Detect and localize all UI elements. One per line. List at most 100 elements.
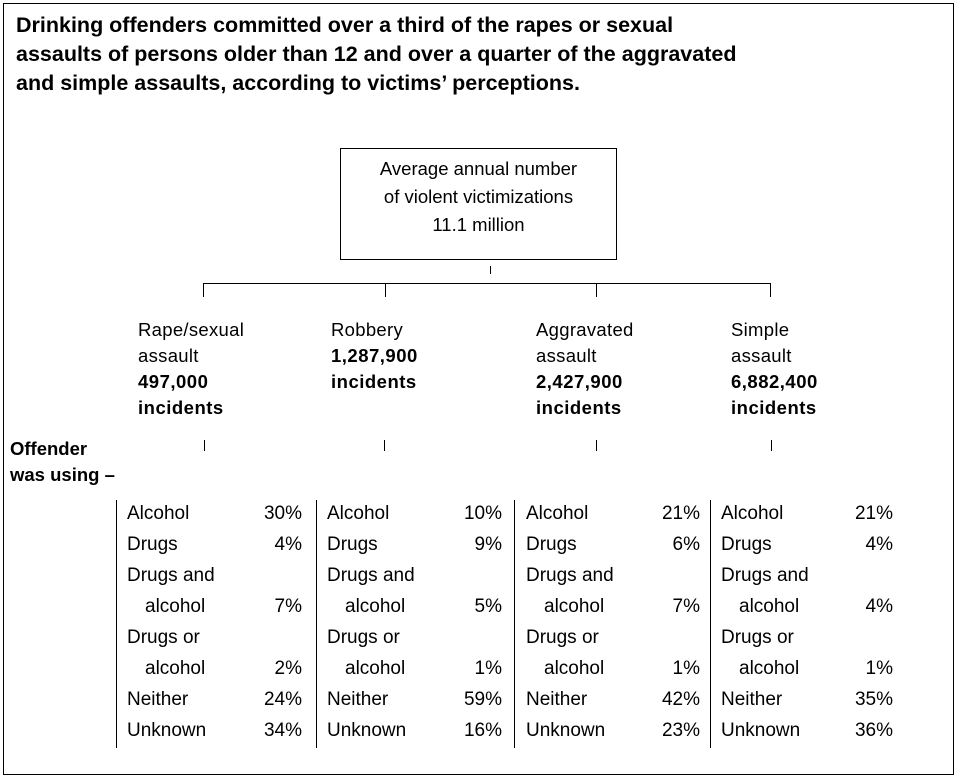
breakdown-label: alcohol [544,596,605,617]
breakdown-label: Alcohol [327,503,390,524]
offender-label-line: Offender [10,438,88,459]
breakdown-value: 21% [854,503,893,524]
offender-label-line: was using – [10,464,115,485]
breakdown-value: 35% [854,689,893,710]
category-count: 1,287,900 [331,345,418,366]
breakdown-label: Drugs or [327,627,400,648]
breakdown-label: alcohol [544,658,605,679]
category-simple-assault: Simple assault 6,882,400 incidents [731,317,818,421]
total-victimizations-box: Average annual number of violent victimi… [340,148,617,260]
breakdown-label: alcohol [345,596,406,617]
breakdown-label: Drugs and [721,565,809,586]
breakdown-label: Unknown [127,720,207,741]
column-separator [710,500,711,748]
breakdown-label: Unknown [526,720,606,741]
category-robbery: Robbery 1,287,900 incidents [331,317,418,395]
total-box-value: 11.1 million [432,214,525,235]
category-unit: incidents [331,371,417,392]
breakdown-label: Alcohol [127,503,190,524]
breakdown-label: alcohol [145,658,206,679]
breakdown-label: Drugs [327,534,378,555]
category-label: Robbery [331,319,404,340]
total-box-line: Average annual number [379,158,578,179]
breakdown-value: 24% [263,689,302,710]
category-count: 497,000 [138,371,209,392]
breakdown-label: Drugs or [526,627,599,648]
breakdown-value: 16% [463,720,502,741]
breakdown-value: 10% [463,503,502,524]
breakdown-label: Drugs or [127,627,200,648]
breakdown-value: 1% [474,658,502,679]
connector-tick [596,440,597,451]
connector-tick [203,283,204,297]
breakdown-value: 34% [263,720,302,741]
breakdown-label: Drugs and [127,565,215,586]
breakdown-label: Drugs or [721,627,794,648]
title-line: assaults of persons older than 12 and ov… [16,42,737,66]
category-label: assault [731,345,792,366]
breakdown-label: Alcohol [526,503,589,524]
connector-tick [770,283,771,297]
breakdown-value: 30% [263,503,302,524]
category-unit: incidents [731,397,817,418]
breakdown-value: 4% [865,534,893,555]
breakdown-label: Alcohol [721,503,784,524]
breakdown-value: 1% [672,658,700,679]
connector-tick [204,440,205,451]
breakdown-label: Drugs and [327,565,415,586]
breakdown-value: 59% [463,689,502,710]
breakdown-label: Drugs [127,534,178,555]
connector-tick [385,283,386,297]
connector-tick [384,440,385,451]
breakdown-value: 1% [865,658,893,679]
category-label: Rape/sexual [138,319,245,340]
category-count: 2,427,900 [536,371,623,392]
breakdown-label: alcohol [145,596,206,617]
column-separator [514,500,515,748]
breakdown-value: 23% [661,720,700,741]
column-separator [116,500,117,748]
breakdown-value: 4% [274,534,302,555]
breakdown-value: 42% [661,689,700,710]
breakdown-label: Drugs [526,534,577,555]
breakdown-value: 4% [865,596,893,617]
category-rape-sexual-assault: Rape/sexual assault 497,000 incidents [138,317,244,421]
category-unit: incidents [138,397,224,418]
breakdown-label: Unknown [721,720,801,741]
breakdown-value: 7% [274,596,302,617]
breakdown-value: 6% [672,534,700,555]
breakdown-label: alcohol [739,658,800,679]
connector-horizontal [203,283,770,284]
category-count: 6,882,400 [731,371,818,392]
breakdown-value: 36% [854,720,893,741]
breakdown-label: Neither [327,689,389,710]
connector-tick [771,440,772,451]
breakdown-label: alcohol [739,596,800,617]
breakdown-value: 21% [661,503,700,524]
offender-label: Offender was using – [10,436,115,488]
category-unit: incidents [536,397,622,418]
figure-frame [3,3,954,775]
breakdown-label: Neither [526,689,588,710]
category-label: Aggravated [536,319,634,340]
breakdown-label: Drugs [721,534,772,555]
title-line: Drinking offenders committed over a thir… [16,13,674,37]
column-separator [316,500,317,748]
breakdown-value: 5% [474,596,502,617]
breakdown-value: 2% [274,658,302,679]
breakdown-label: Unknown [327,720,407,741]
category-label: Simple [731,319,790,340]
figure-title: Drinking offenders committed over a thir… [16,11,936,98]
category-aggravated-assault: Aggravated assault 2,427,900 incidents [536,317,634,421]
connector-tick [490,266,491,274]
category-label: assault [536,345,597,366]
breakdown-value: 7% [672,596,700,617]
breakdown-label: Neither [721,689,783,710]
category-label: assault [138,345,199,366]
breakdown-label: alcohol [345,658,406,679]
breakdown-value: 9% [474,534,502,555]
breakdown-label: Neither [127,689,189,710]
title-line: and simple assaults, according to victim… [16,71,580,95]
total-box-line: of violent victimizations [383,186,574,207]
connector-tick [596,283,597,297]
